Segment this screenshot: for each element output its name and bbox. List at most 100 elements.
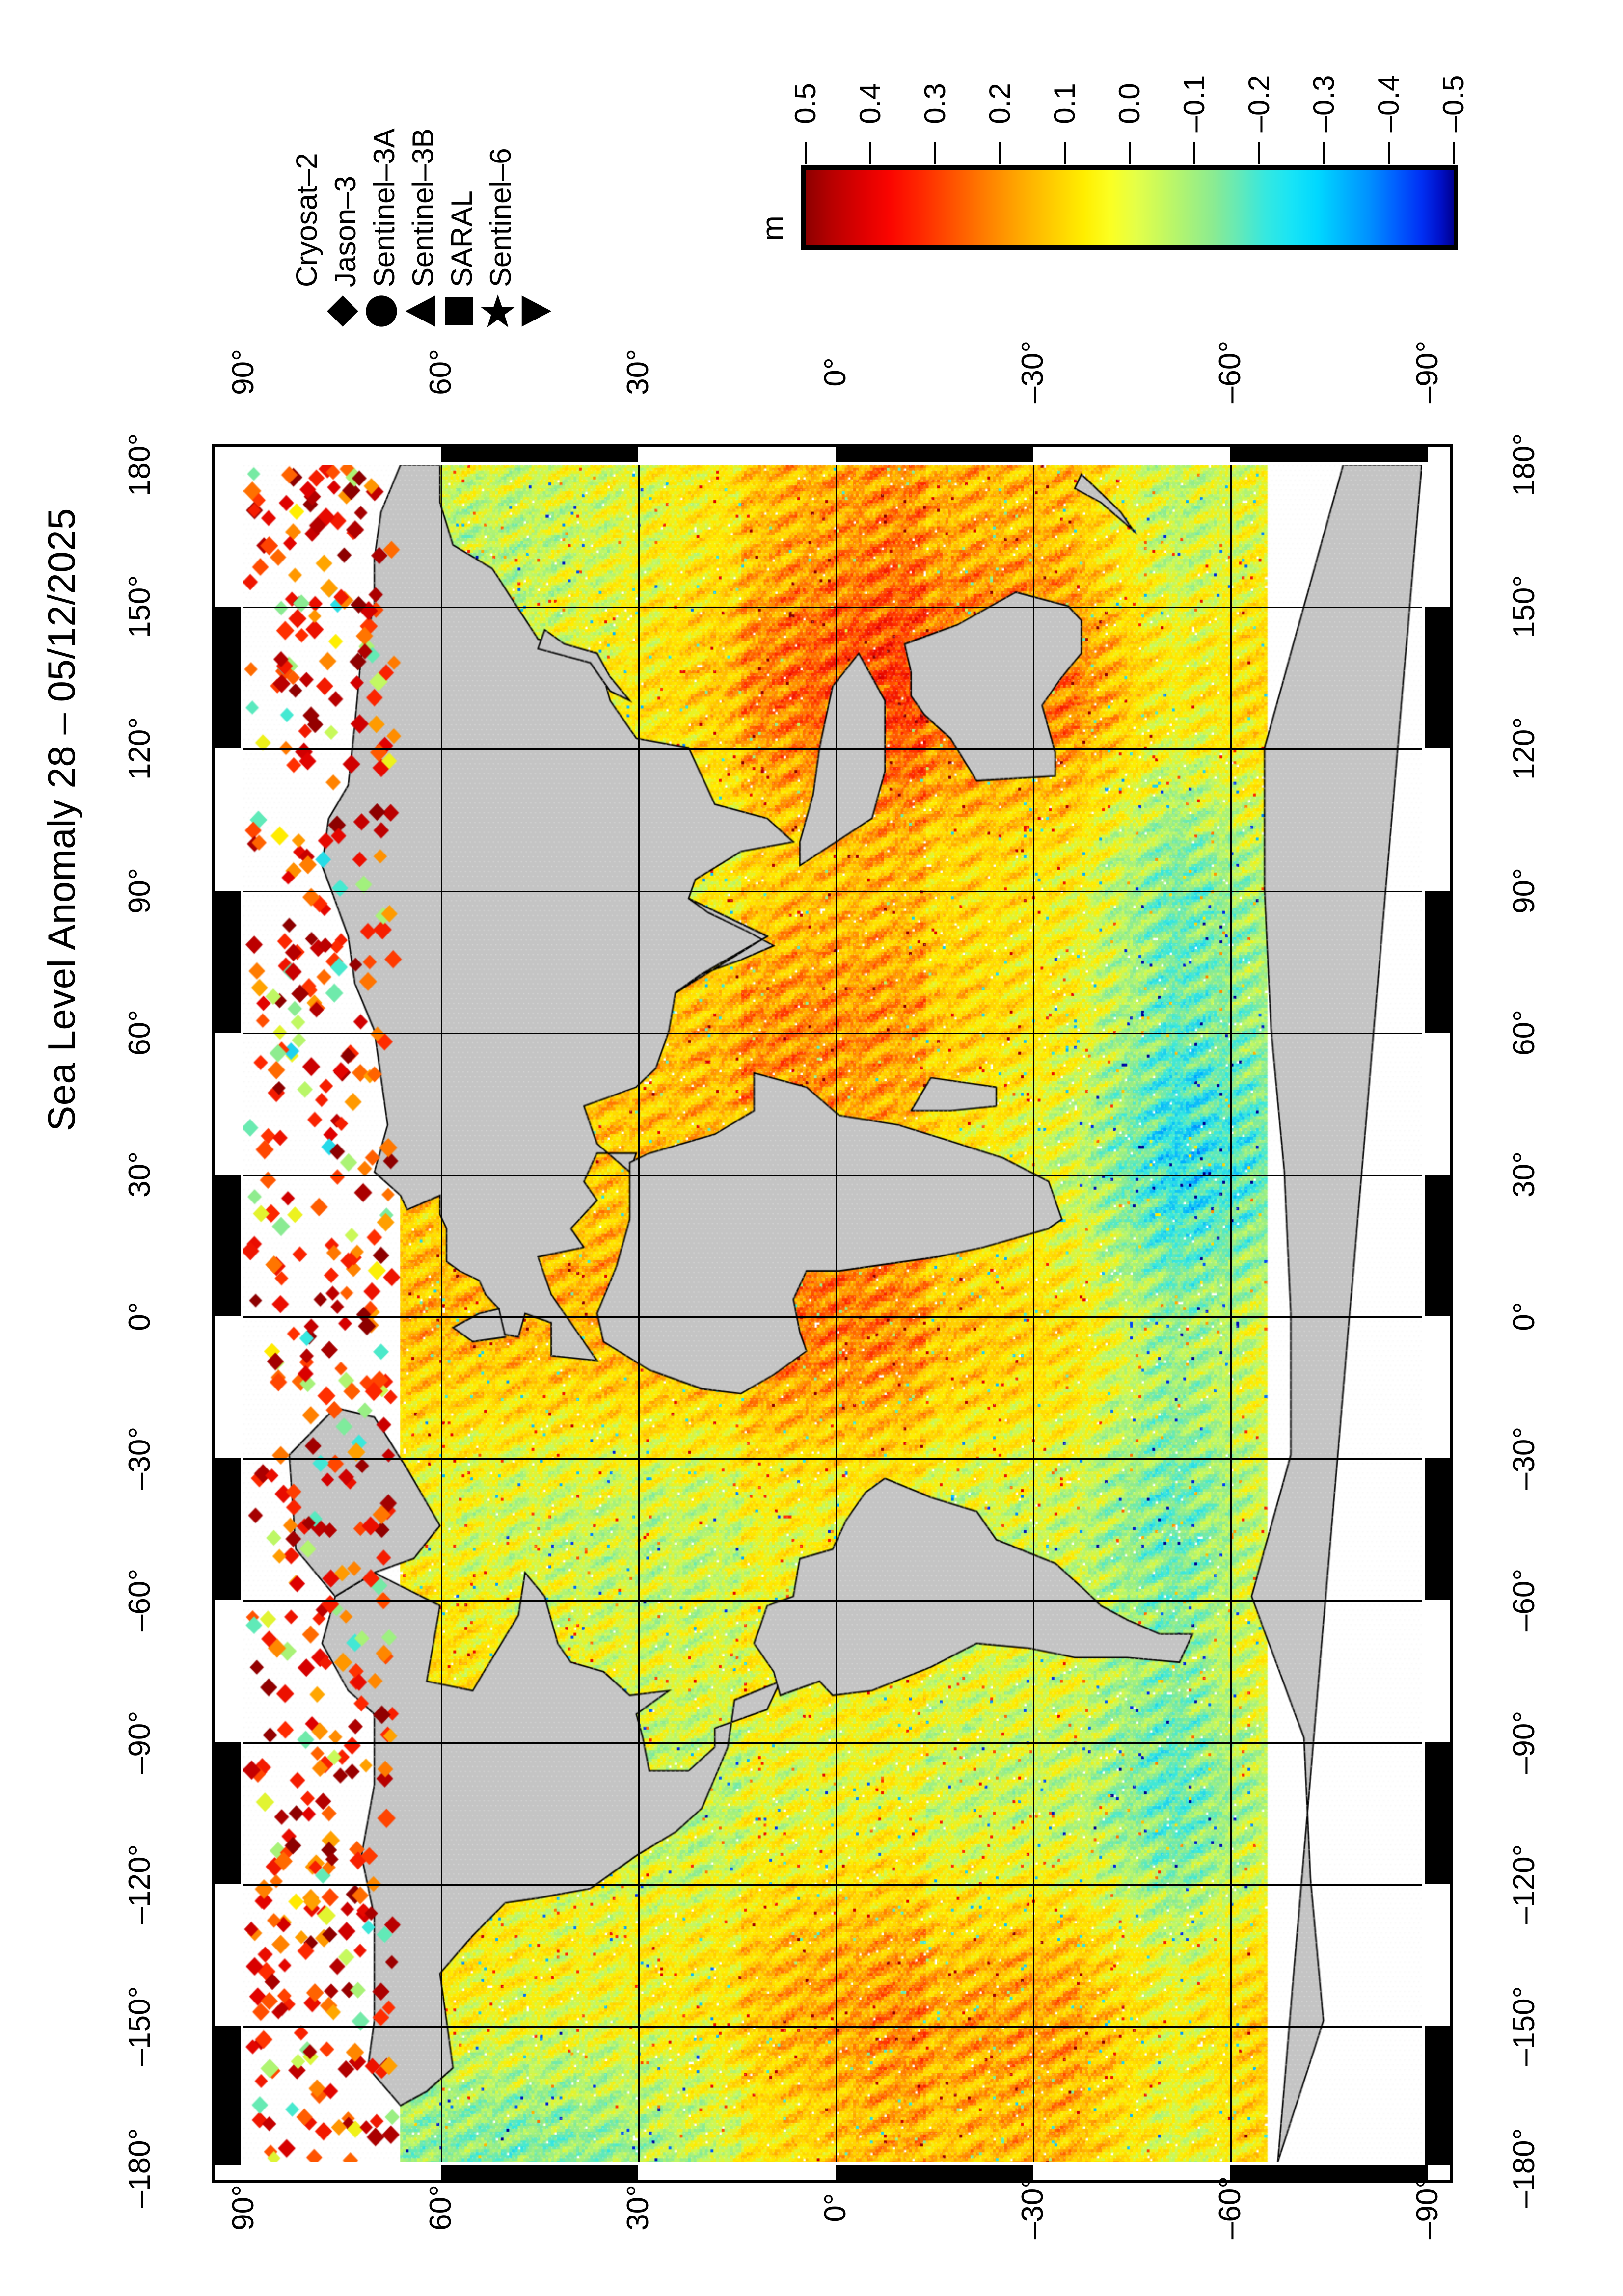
colorbar-unit-label: m [756, 215, 790, 241]
legend-entry-3[interactable]: Sentinel–3A [368, 47, 441, 331]
frame-tick-segment [1425, 1742, 1450, 1884]
longitude-tick-label-left: –120° [123, 1844, 157, 1924]
legend-label: Sentinel–3A [368, 128, 401, 287]
longitude-tick-label-left: –90° [123, 1710, 157, 1774]
star-marker-icon [480, 294, 515, 329]
colorbar-tick [934, 142, 936, 164]
latitude-tick-label-bottom: 30° [621, 2185, 655, 2231]
map-tickband-top [215, 447, 1450, 462]
colorbar-tick [1129, 142, 1131, 164]
colorbar-tick-label: –0.5 [1437, 75, 1470, 133]
diamond-marker-icon [325, 294, 360, 329]
circle-marker-icon [364, 294, 399, 329]
frame-tick-segment [1425, 607, 1450, 749]
latitude-tick-label-top: 0° [818, 357, 852, 387]
latitude-tick-label-bottom: 60° [424, 2185, 458, 2231]
legend-label: SARAL [445, 190, 478, 287]
frame-tick-segment [1425, 1174, 1450, 1316]
longitude-tick-label-left: 180° [123, 433, 157, 497]
longitude-tick-label-left: 60° [123, 1009, 157, 1056]
longitude-tick-label-right: –90° [1507, 1710, 1541, 1774]
triangle-left-marker-icon [403, 294, 438, 329]
colorbar-tick [1388, 142, 1390, 164]
colorbar-tick-label: –0.3 [1307, 75, 1340, 133]
latitude-tick-label-top: 30° [621, 349, 655, 395]
map-frame [212, 444, 1453, 2183]
longitude-tick-label-right: 0° [1507, 1302, 1541, 1331]
colorbar-tick-label: 0.5 [789, 83, 822, 124]
frame-tick-segment [836, 2165, 1033, 2180]
colorbar-tick [869, 142, 871, 164]
colorbar-tick-label: –0.2 [1243, 75, 1275, 133]
frame-tick-segment [215, 890, 241, 1033]
map-tickband-left [215, 447, 241, 2180]
latitude-tick-label-bottom: –30° [1016, 2176, 1050, 2240]
frame-tick-segment [1230, 2165, 1428, 2180]
colorbar-tick [805, 142, 807, 164]
legend-entry-4[interactable]: Sentinel–3B [406, 47, 480, 331]
colorbar-frame [801, 165, 1458, 250]
longitude-tick-label-right: 180° [1507, 433, 1541, 497]
frame-tick-segment [215, 1458, 241, 1601]
colorbar-tick [1453, 142, 1455, 164]
longitude-tick-label-right: –180° [1507, 2128, 1541, 2208]
gridline-latitude [441, 465, 442, 2162]
gridline-latitude [1033, 465, 1034, 2162]
colorbar-tick-label: 0.4 [854, 83, 887, 124]
gridline-longitude [243, 1884, 1422, 1886]
latitude-tick-label-top: 60° [424, 349, 458, 395]
legend-entry-1[interactable]: Cryosat–2 [290, 47, 363, 331]
longitude-tick-label-left: –180° [123, 2128, 157, 2208]
longitude-tick-label-left: –30° [123, 1427, 157, 1490]
longitude-tick-label-left: 0° [123, 1302, 157, 1331]
map-gridlines [243, 465, 1422, 2162]
page-title: Sea Level Anomaly 28 – 05/12/2025 [40, 508, 83, 1131]
gridline-longitude [243, 607, 1422, 609]
latitude-tick-label-bottom: –60° [1213, 2176, 1247, 2240]
frame-tick-segment [1425, 2026, 1450, 2168]
gridline-latitude [638, 465, 640, 2162]
latitude-tick-label-bottom: –90° [1410, 2176, 1444, 2240]
colorbar-tick [1258, 142, 1260, 164]
colorbar-tick-label: –0.1 [1178, 75, 1211, 133]
legend-entry-2[interactable]: Jason–3 [329, 47, 402, 331]
longitude-tick-label-right: 150° [1507, 575, 1541, 639]
map-tickband-bottom [215, 2165, 1450, 2180]
colorbar-tick [1323, 142, 1325, 164]
frame-tick-segment [441, 447, 638, 462]
gridline-longitude [243, 2026, 1422, 2028]
triangle-right-marker-icon [519, 294, 554, 329]
map-panel[interactable] [212, 444, 1453, 2183]
frame-tick-segment [215, 607, 241, 749]
longitude-tick-label-right: –120° [1507, 1844, 1541, 1924]
colorbar-gradient [806, 170, 1454, 245]
longitude-tick-label-left: 150° [123, 575, 157, 639]
map-tickband-right [1425, 447, 1450, 2180]
legend-label: Jason–3 [329, 176, 362, 287]
longitude-tick-label-right: 30° [1507, 1151, 1541, 1198]
frame-tick-segment [1425, 890, 1450, 1033]
frame-tick-segment [215, 1174, 241, 1316]
sla-heatmap-canvas [243, 465, 1422, 2162]
longitude-tick-label-right: –60° [1507, 1569, 1541, 1632]
gridline-longitude [243, 1458, 1422, 1460]
longitude-tick-label-right: –30° [1507, 1427, 1541, 1490]
frame-tick-segment [215, 2026, 241, 2168]
gridline-longitude [243, 1600, 1422, 1602]
colorbar-tick [999, 142, 1001, 164]
longitude-tick-label-right: 90° [1507, 867, 1541, 914]
longitude-tick-label-right: 60° [1507, 1009, 1541, 1056]
longitude-tick-label-left: –60° [123, 1569, 157, 1632]
colorbar-tick [1193, 142, 1195, 164]
latitude-tick-label-bottom: 90° [226, 2185, 260, 2231]
latitude-tick-label-bottom: 0° [818, 2193, 852, 2222]
latitude-tick-label-top: 90° [226, 349, 260, 395]
legend-entry-6[interactable]: Sentinel–6 [484, 47, 557, 331]
frame-tick-segment [1230, 447, 1428, 462]
longitude-tick-label-left: –150° [123, 1986, 157, 2066]
legend-entry-5[interactable]: SARAL [445, 47, 518, 331]
gridline-longitude [243, 1316, 1422, 1318]
frame-tick-segment [441, 2165, 638, 2180]
legend-label: Sentinel–6 [484, 148, 517, 287]
map-plot-area[interactable] [243, 465, 1422, 2162]
